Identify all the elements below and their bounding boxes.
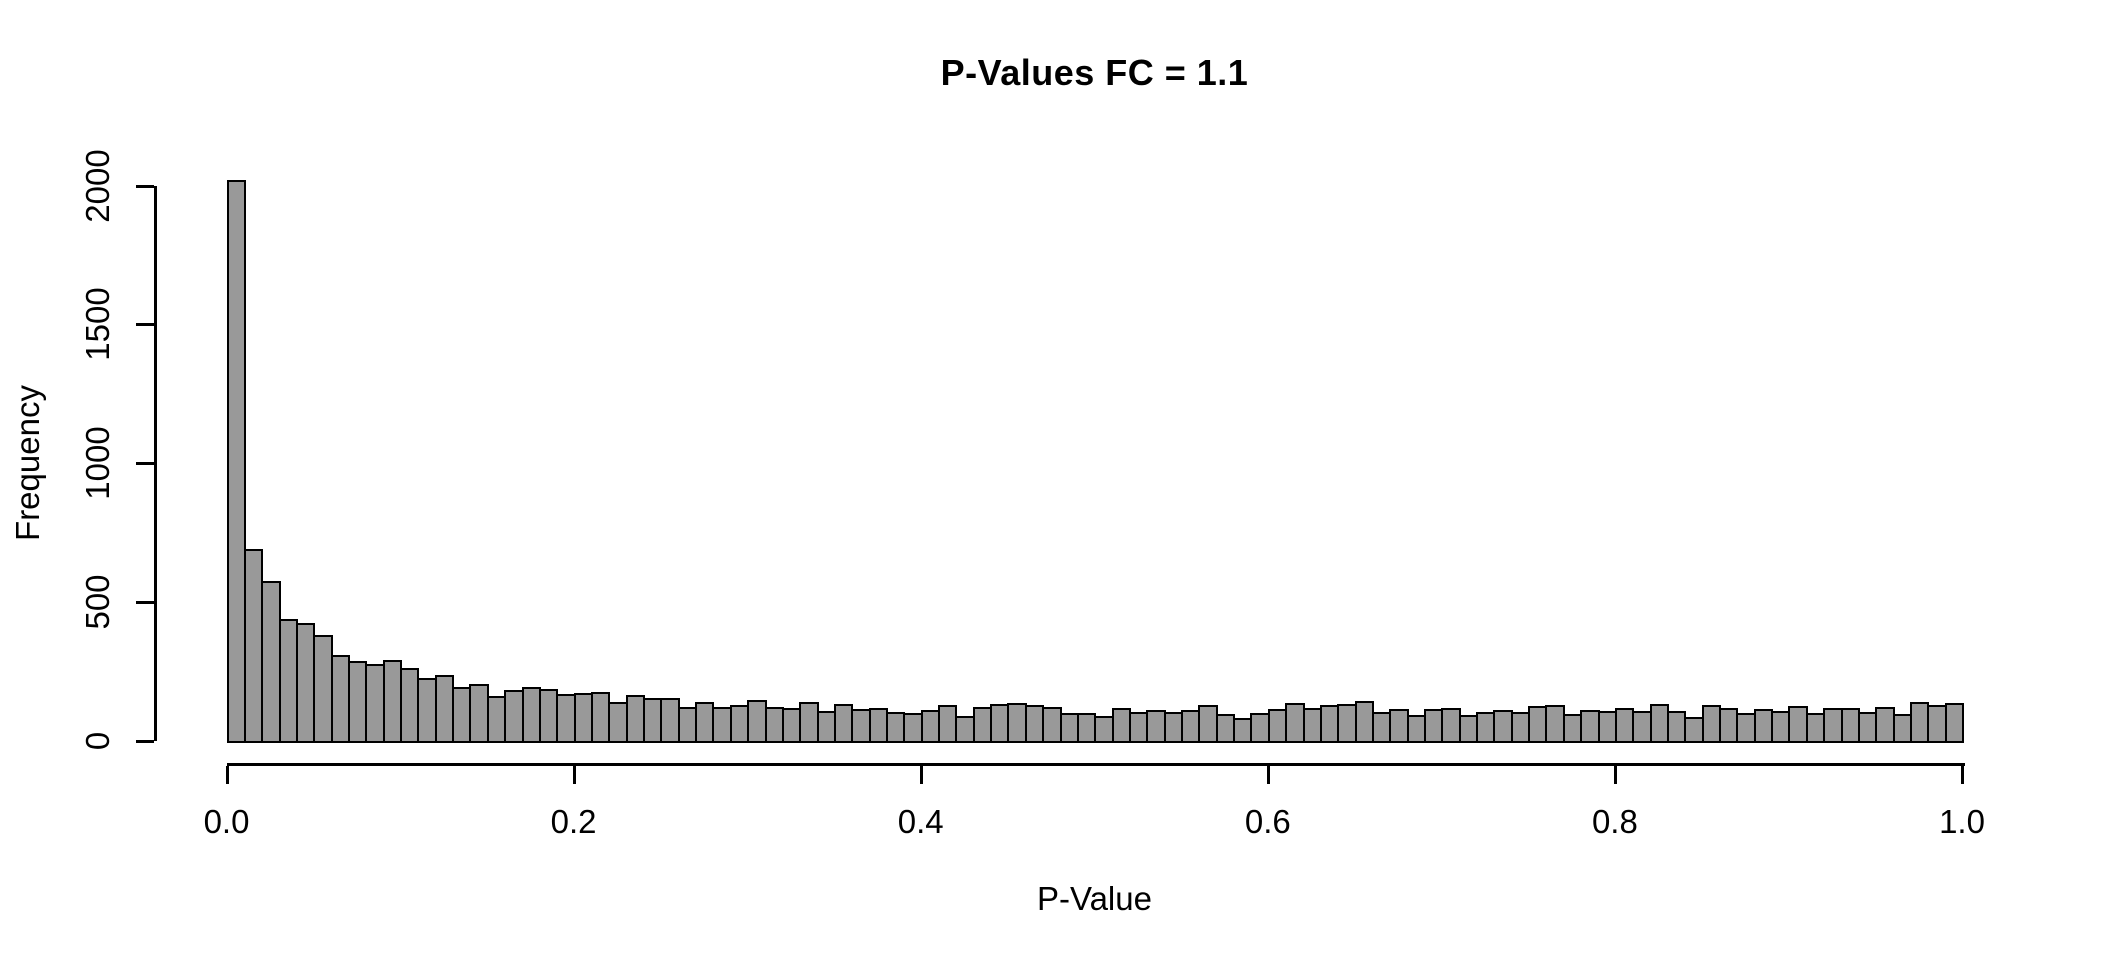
histogram-bar [1250, 712, 1270, 743]
histogram-bar [1094, 716, 1114, 743]
y-tick-mark [136, 184, 154, 188]
x-axis-line [226, 763, 1965, 766]
y-tick-label: 500 [79, 574, 116, 630]
x-axis-label: P-Value [1037, 880, 1152, 917]
x-tick-mark [1266, 766, 1270, 784]
x-tick-mark [1961, 766, 1964, 784]
x-tick-label: 0.8 [1591, 803, 1638, 840]
histogram-bar [608, 702, 628, 743]
y-axis-line [154, 185, 157, 741]
histogram-bar [365, 664, 385, 743]
histogram-bar [851, 709, 871, 743]
x-tick-label: 0.4 [897, 803, 944, 840]
y-tick-mark [136, 462, 154, 466]
histogram-bar [1823, 707, 1843, 743]
histogram-bar [799, 702, 819, 743]
y-tick-label: 0 [79, 731, 116, 751]
x-tick-mark [1613, 766, 1617, 784]
histogram-bar [1945, 702, 1964, 743]
histogram-bar [227, 179, 246, 743]
histogram-bar [747, 700, 767, 743]
histogram-bar [469, 684, 489, 743]
x-tick-label: 0.6 [1244, 803, 1291, 840]
x-tick-mark [572, 766, 576, 784]
histogram-bar [1875, 707, 1895, 743]
histogram-bar [1441, 707, 1461, 743]
histogram-bar [1042, 707, 1062, 743]
x-tick-mark [919, 766, 923, 784]
histogram-bar [1198, 705, 1218, 743]
histogram-bar [313, 635, 333, 743]
y-tick-label: 2000 [79, 148, 116, 223]
y-tick-mark [136, 601, 154, 605]
histogram-bar [1389, 709, 1409, 743]
histogram-bar [1927, 704, 1947, 743]
histogram-bar [1007, 702, 1027, 743]
histogram-bar [1684, 717, 1704, 743]
histogram-bar [1632, 711, 1652, 743]
histogram-bar [1580, 709, 1600, 743]
y-tick-mark [136, 740, 154, 743]
plot-title: P-Values FC = 1.1 [940, 52, 1249, 93]
histogram-bar [417, 677, 437, 743]
histogram-bar [1788, 706, 1808, 743]
histogram-bar [660, 697, 680, 743]
y-tick-label: 1500 [79, 287, 116, 362]
histogram-bar [504, 690, 524, 743]
y-tick-mark [136, 323, 154, 327]
x-tick-label: 0.0 [203, 803, 250, 840]
histogram-bar [955, 716, 975, 743]
histogram-bar [1493, 709, 1513, 743]
x-tick-mark [225, 766, 229, 784]
x-tick-label: 1.0 [1939, 803, 1985, 840]
histogram-bar [1545, 705, 1565, 743]
histogram-bar [261, 581, 281, 743]
histogram-bar [1285, 702, 1305, 743]
histogram-bar [556, 694, 576, 743]
histogram-bar [903, 712, 923, 743]
x-tick-label: 0.2 [550, 803, 597, 840]
y-tick-label: 1000 [79, 426, 116, 500]
histogram-bar [1736, 712, 1756, 743]
histogram-bar [1146, 709, 1166, 743]
histogram-bar [1337, 704, 1357, 743]
histogram-bar [712, 707, 732, 743]
y-axis-label: Frequency [9, 385, 46, 541]
